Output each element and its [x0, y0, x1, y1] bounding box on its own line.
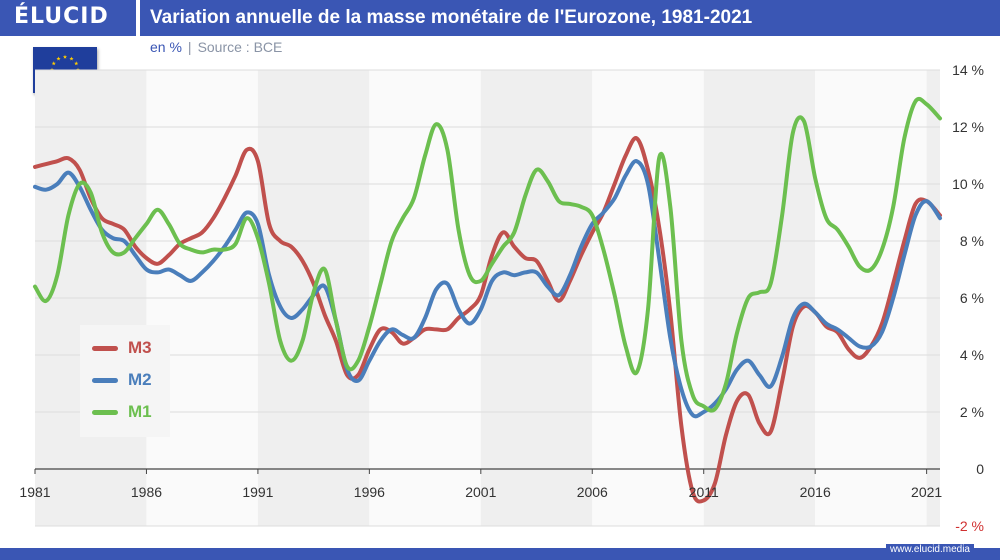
header-bar: ÉLUCID Variation annuelle de la masse mo… — [0, 0, 1000, 36]
subtitle-separator: | — [187, 39, 192, 55]
y-tick-label: 14 % — [952, 62, 984, 78]
legend-label-m1: M1 — [128, 402, 152, 421]
legend-item-m3: M3 — [92, 337, 172, 359]
x-tick-label: 1986 — [131, 484, 162, 500]
y-tick-label: -2 % — [955, 518, 984, 534]
eu-star-icon — [51, 61, 56, 66]
eu-star-icon — [74, 61, 79, 66]
y-tick-label: 4 % — [960, 347, 984, 363]
x-tick-label: 1996 — [354, 484, 385, 500]
x-tick-label: 2016 — [800, 484, 831, 500]
series-line-m1 — [33, 96, 942, 413]
y-tick-label: 10 % — [952, 176, 984, 192]
x-tick-label: 1991 — [242, 484, 273, 500]
series-line-m3 — [33, 136, 942, 504]
legend-swatch-m2 — [92, 378, 118, 383]
y-tick-label: 6 % — [960, 290, 984, 306]
legend-label-m2: M2 — [128, 370, 152, 389]
source-label: Source : BCE — [197, 39, 283, 55]
legend-swatch-m1 — [92, 410, 118, 415]
elucid-logo: ÉLUCID — [14, 4, 109, 29]
x-tick-label: 2001 — [465, 484, 496, 500]
header-divider — [136, 0, 140, 36]
legend-label-m3: M3 — [128, 338, 152, 357]
footer-url: www.elucid.media — [885, 544, 974, 555]
y-tick-label: 0 — [976, 461, 984, 477]
legend-swatch-m3 — [92, 346, 118, 351]
legend: M3 M2 M1 — [80, 325, 170, 437]
x-tick-label: 2021 — [911, 484, 942, 500]
footer-bar — [0, 548, 1000, 560]
y-tick-label: 8 % — [960, 233, 984, 249]
x-tick-label: 1981 — [19, 484, 50, 500]
chart-title: Variation annuelle de la masse monétaire… — [150, 7, 753, 28]
series-line-m2 — [33, 159, 942, 419]
unit-label: en % — [150, 39, 182, 55]
eu-star-icon — [62, 54, 68, 59]
y-tick-label: 2 % — [960, 404, 984, 420]
eu-star-icon — [56, 56, 61, 61]
y-tick-label: 12 % — [952, 119, 984, 135]
x-tick-label: 2011 — [689, 484, 719, 500]
chart-subtitle: en % | Source : BCE — [150, 39, 282, 55]
legend-item-m2: M2 — [92, 369, 172, 391]
legend-item-m1: M1 — [92, 401, 172, 423]
eu-star-icon — [69, 56, 74, 61]
x-tick-label: 2006 — [577, 484, 608, 500]
